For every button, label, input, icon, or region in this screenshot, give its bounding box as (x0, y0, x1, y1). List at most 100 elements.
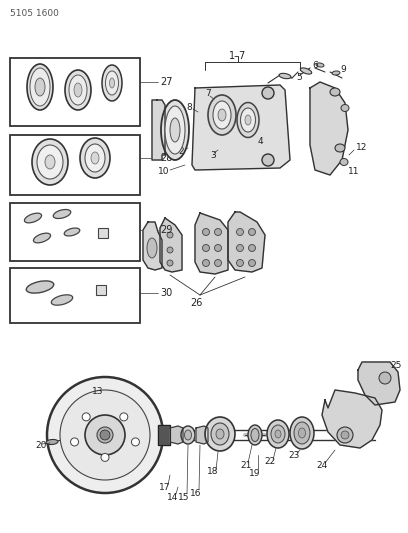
Polygon shape (195, 213, 228, 274)
Text: 3: 3 (210, 150, 216, 159)
Text: 19: 19 (249, 469, 261, 478)
Text: 21: 21 (240, 461, 252, 470)
Ellipse shape (216, 429, 224, 439)
Circle shape (215, 245, 222, 252)
Bar (98, 228, 108, 238)
Circle shape (85, 415, 125, 455)
Ellipse shape (74, 83, 82, 97)
Circle shape (237, 229, 244, 236)
Polygon shape (310, 82, 348, 175)
Circle shape (237, 260, 244, 266)
Text: 2: 2 (178, 148, 184, 157)
Ellipse shape (330, 88, 340, 96)
Ellipse shape (24, 213, 42, 223)
Ellipse shape (240, 108, 255, 132)
Ellipse shape (340, 158, 348, 166)
Ellipse shape (85, 144, 105, 172)
Ellipse shape (251, 429, 259, 441)
Circle shape (202, 229, 209, 236)
Text: 16: 16 (190, 489, 202, 497)
Ellipse shape (53, 209, 71, 219)
Text: 11: 11 (348, 167, 359, 176)
Ellipse shape (181, 426, 195, 444)
Ellipse shape (184, 430, 191, 440)
Ellipse shape (299, 428, 306, 438)
Text: 1–7: 1–7 (229, 51, 246, 61)
Circle shape (248, 229, 255, 236)
Text: 4: 4 (258, 138, 264, 147)
Circle shape (71, 438, 79, 446)
Ellipse shape (248, 425, 262, 445)
Ellipse shape (279, 74, 291, 79)
Ellipse shape (271, 425, 285, 443)
Text: 18: 18 (207, 467, 219, 477)
Ellipse shape (64, 228, 80, 236)
Bar (10, 203, 140, 261)
Circle shape (202, 260, 209, 266)
Ellipse shape (165, 106, 185, 154)
Ellipse shape (80, 138, 110, 178)
Ellipse shape (245, 115, 251, 125)
Ellipse shape (262, 87, 274, 99)
Text: 5105 1600: 5105 1600 (10, 10, 59, 19)
Polygon shape (158, 425, 170, 445)
Polygon shape (170, 426, 183, 444)
Polygon shape (322, 390, 382, 448)
Text: 12: 12 (356, 143, 367, 152)
Circle shape (248, 245, 255, 252)
Ellipse shape (170, 118, 180, 142)
Circle shape (97, 427, 113, 443)
Circle shape (167, 232, 173, 238)
Text: 15: 15 (178, 492, 190, 502)
Ellipse shape (33, 233, 51, 243)
Ellipse shape (27, 64, 53, 110)
Ellipse shape (262, 154, 274, 166)
Text: 13: 13 (92, 387, 104, 397)
Circle shape (131, 438, 140, 446)
Text: 20: 20 (35, 440, 47, 449)
Polygon shape (143, 222, 162, 270)
Polygon shape (228, 212, 265, 272)
Ellipse shape (51, 295, 73, 305)
Ellipse shape (275, 430, 281, 438)
Text: 6: 6 (312, 61, 318, 69)
Polygon shape (358, 362, 400, 405)
Ellipse shape (161, 100, 189, 160)
Polygon shape (160, 218, 182, 272)
Text: 22: 22 (264, 457, 276, 466)
Text: 7: 7 (205, 88, 211, 98)
Ellipse shape (290, 417, 314, 449)
Text: 25: 25 (390, 360, 401, 369)
Ellipse shape (147, 238, 157, 258)
Text: 9: 9 (340, 66, 346, 75)
Circle shape (120, 413, 128, 421)
Circle shape (248, 260, 255, 266)
Ellipse shape (46, 439, 58, 445)
Ellipse shape (237, 102, 259, 138)
Bar (10, 58, 140, 126)
Bar (96, 285, 106, 295)
Circle shape (215, 260, 222, 266)
Ellipse shape (35, 78, 45, 96)
Ellipse shape (37, 145, 63, 179)
Circle shape (60, 390, 150, 480)
Ellipse shape (341, 104, 349, 111)
Text: 30: 30 (160, 288, 172, 298)
Polygon shape (196, 426, 208, 444)
Circle shape (101, 454, 109, 462)
Circle shape (47, 377, 163, 493)
Text: 27: 27 (160, 77, 173, 87)
Polygon shape (152, 100, 165, 160)
Ellipse shape (267, 420, 289, 448)
Ellipse shape (213, 101, 231, 129)
Ellipse shape (316, 63, 324, 67)
Circle shape (341, 431, 349, 439)
Circle shape (100, 430, 110, 440)
Polygon shape (192, 85, 290, 170)
Ellipse shape (205, 417, 235, 451)
Ellipse shape (26, 281, 54, 293)
Text: 10: 10 (158, 167, 169, 176)
Circle shape (337, 427, 353, 443)
Text: 8: 8 (186, 103, 192, 112)
Ellipse shape (300, 68, 312, 74)
